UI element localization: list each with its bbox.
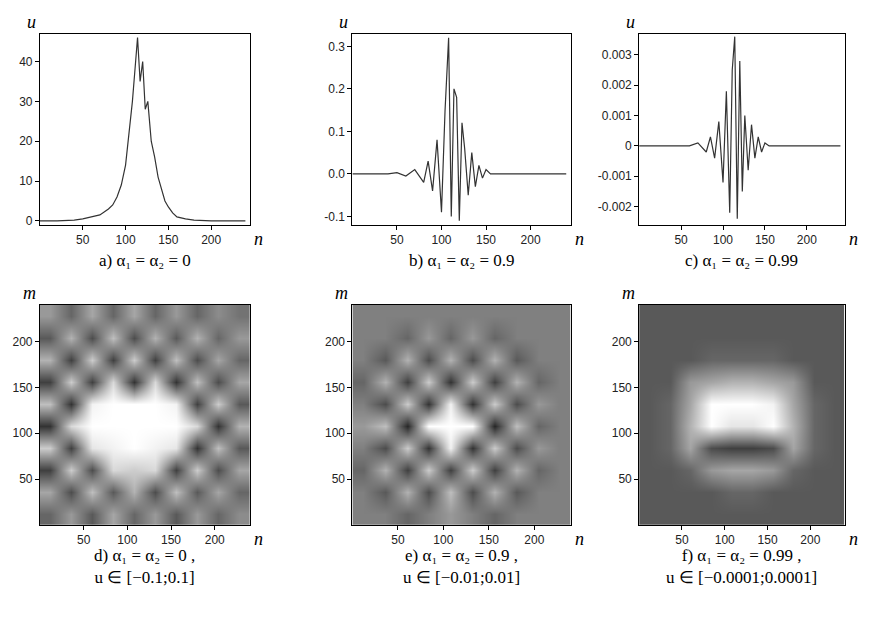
svg-text:30: 30: [19, 95, 33, 109]
svg-text:0.3: 0.3: [328, 40, 345, 54]
svg-text:u: u: [27, 12, 36, 32]
svg-text:100: 100: [325, 426, 345, 440]
svg-text:d) α₁ = α₂ = 0 ,u ∈ [−0.1;0.1]: d) α₁ = α₂ = 0 ,u ∈ [−0.1;0.1]: [94, 546, 195, 587]
svg-text:-0.001: -0.001: [598, 169, 632, 183]
svg-text:150: 150: [758, 533, 778, 547]
svg-text:0.002: 0.002: [602, 78, 632, 92]
svg-text:e) α₁ = α₂ = 0.9 ,u ∈ [−0.01;0: e) α₁ = α₂ = 0.9 ,u ∈ [−0.01;0.01]: [403, 546, 520, 587]
svg-text:200: 200: [521, 233, 541, 247]
svg-text:200: 200: [13, 335, 33, 349]
svg-text:u: u: [339, 12, 348, 32]
svg-text:40: 40: [19, 55, 33, 69]
svg-text:150: 150: [479, 533, 499, 547]
svg-text:n: n: [849, 529, 858, 549]
svg-text:n: n: [849, 229, 858, 249]
svg-text:200: 200: [612, 335, 632, 349]
svg-text:n: n: [254, 229, 263, 249]
svg-text:200: 200: [524, 533, 544, 547]
svg-text:c) α₁ = α₂ = 0.99: c) α₁ = α₂ = 0.99: [685, 251, 798, 270]
svg-text:200: 200: [800, 533, 820, 547]
svg-text:150: 150: [325, 381, 345, 395]
svg-text:0.1: 0.1: [328, 125, 345, 139]
svg-text:200: 200: [325, 335, 345, 349]
svg-text:50: 50: [19, 472, 33, 486]
svg-text:m: m: [335, 283, 348, 303]
svg-text:10: 10: [19, 174, 33, 188]
svg-text:100: 100: [612, 426, 632, 440]
svg-text:150: 150: [161, 533, 181, 547]
svg-text:f) α₁ = α₂ = 0.99 ,u ∈ [−0.000: f) α₁ = α₂ = 0.99 ,u ∈ [−0.0001;0.0001]: [666, 546, 817, 587]
svg-text:b) α₁ = α₂ = 0.9: b) α₁ = α₂ = 0.9: [409, 251, 515, 270]
svg-text:0.001: 0.001: [602, 109, 632, 123]
svg-text:200: 200: [205, 533, 225, 547]
svg-text:100: 100: [715, 533, 735, 547]
svg-text:150: 150: [13, 381, 33, 395]
svg-text:50: 50: [332, 472, 346, 486]
svg-text:150: 150: [612, 381, 632, 395]
svg-text:0.003: 0.003: [602, 48, 632, 62]
svg-text:0.0: 0.0: [328, 167, 345, 181]
svg-text:50: 50: [77, 533, 91, 547]
svg-text:150: 150: [476, 233, 496, 247]
svg-text:m: m: [622, 283, 635, 303]
svg-text:u: u: [626, 12, 635, 32]
svg-text:50: 50: [675, 533, 689, 547]
svg-text:-0.002: -0.002: [598, 200, 632, 214]
svg-text:150: 150: [158, 233, 178, 247]
svg-text:m: m: [23, 283, 36, 303]
svg-text:-0.1: -0.1: [324, 210, 345, 224]
svg-text:100: 100: [117, 533, 137, 547]
svg-text:200: 200: [201, 233, 221, 247]
svg-text:200: 200: [797, 233, 817, 247]
svg-text:50: 50: [674, 233, 688, 247]
svg-text:50: 50: [618, 472, 632, 486]
svg-text:n: n: [254, 529, 263, 549]
svg-text:100: 100: [13, 426, 33, 440]
svg-text:0.2: 0.2: [328, 82, 345, 96]
svg-text:100: 100: [431, 233, 451, 247]
svg-text:100: 100: [713, 233, 733, 247]
svg-text:a) α₁ = α₂ = 0: a) α₁ = α₂ = 0: [99, 251, 191, 270]
svg-text:0: 0: [26, 214, 33, 228]
svg-text:100: 100: [433, 533, 453, 547]
svg-text:100: 100: [116, 233, 136, 247]
svg-text:50: 50: [390, 233, 404, 247]
svg-text:20: 20: [19, 134, 33, 148]
svg-text:50: 50: [391, 533, 405, 547]
svg-text:n: n: [575, 529, 584, 549]
svg-text:50: 50: [76, 233, 90, 247]
svg-text:0: 0: [625, 139, 632, 153]
svg-text:150: 150: [755, 233, 775, 247]
svg-text:n: n: [575, 229, 584, 249]
